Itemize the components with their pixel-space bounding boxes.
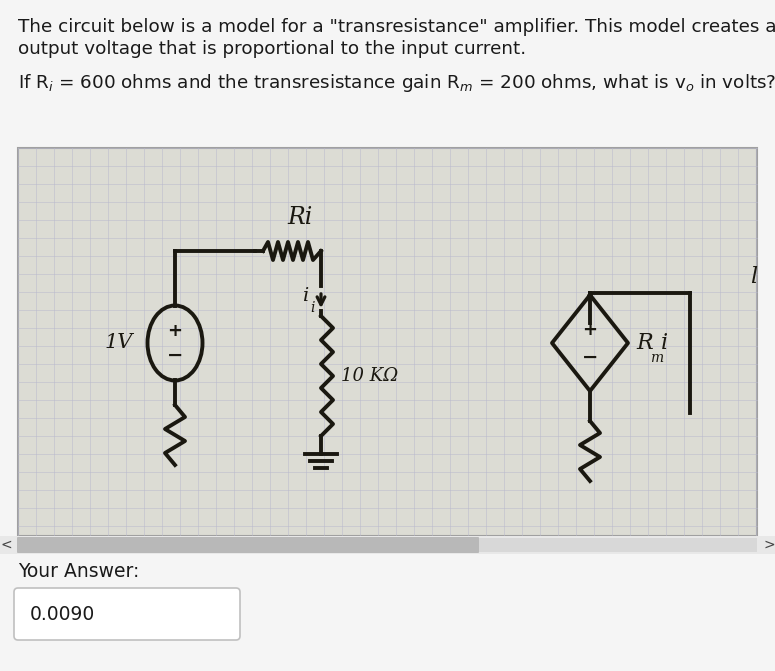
FancyBboxPatch shape [18,538,757,552]
Text: 10 KΩ: 10 KΩ [341,367,398,385]
Text: +: + [167,322,182,340]
Text: i: i [311,301,315,315]
Text: >: > [763,538,775,552]
FancyBboxPatch shape [17,537,479,553]
Text: −: − [167,346,183,364]
FancyBboxPatch shape [0,536,775,554]
Text: <: < [0,538,12,552]
Text: +: + [583,321,598,339]
Text: 0.0090: 0.0090 [30,605,95,623]
Text: Your Answer:: Your Answer: [18,562,140,581]
Text: The circuit below is a model for a "transresistance" amplifier. This model creat: The circuit below is a model for a "tran… [18,18,775,36]
FancyBboxPatch shape [14,588,240,640]
Text: i: i [302,287,308,305]
Text: If R$_i$ = 600 ohms and the transresistance gain R$_m$ = 200 ohms, what is v$_o$: If R$_i$ = 600 ohms and the transresista… [18,72,775,94]
Text: m: m [650,351,663,365]
FancyBboxPatch shape [18,148,757,536]
Text: R: R [636,332,653,354]
Text: 1V: 1V [105,333,133,352]
Text: output voltage that is proportional to the input current.: output voltage that is proportional to t… [18,40,526,58]
Text: l: l [750,266,757,288]
Text: Ri: Ri [288,206,312,229]
Text: i: i [661,332,668,354]
Text: −: − [582,348,598,366]
